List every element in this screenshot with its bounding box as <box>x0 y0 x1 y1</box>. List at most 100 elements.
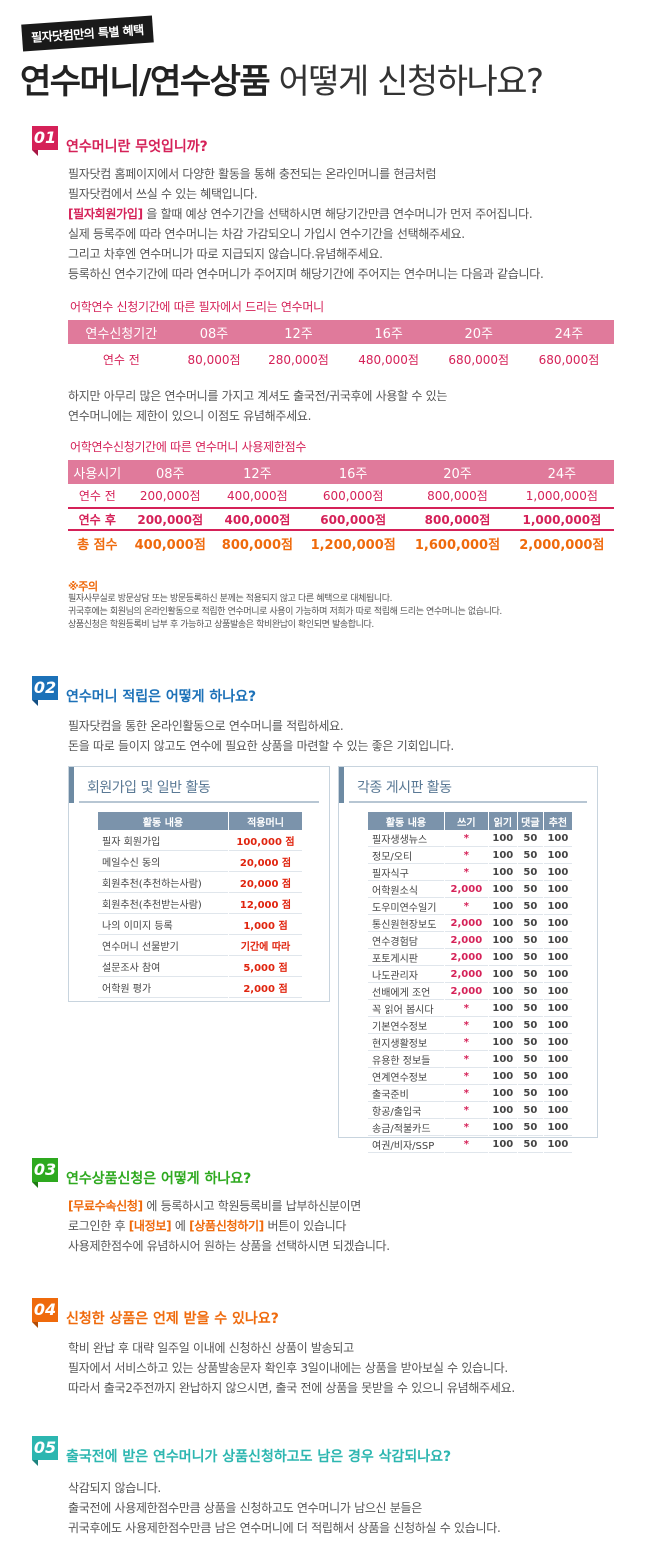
table-header-cell: 16주 <box>300 460 406 484</box>
board-value: 100 <box>543 1035 572 1051</box>
table1-caption: 어학연수 신청기간에 따른 필자에서 드리는 연수머니 <box>70 300 324 314</box>
board-value: 50 <box>517 899 543 915</box>
table-cell: 총 점수 <box>77 538 118 553</box>
table-row: 연계연수정보 * 100 50 100 <box>368 1069 572 1085</box>
page-title-bold: 연수머니/연수상품 <box>20 62 271 102</box>
table-cell: 연수 전 <box>68 484 127 509</box>
table-row: 여권/비자/SSP * 100 50 100 <box>368 1137 572 1153</box>
caution-line: 상품신청은 학원등록비 납부 후 가능하고 상품발송은 학비완납이 확인되면 발… <box>68 620 374 630</box>
section-03-text: [무료수속신청] 에 등록하시고 학원등록비를 납부하신분이면 로그인한 후 [… <box>68 1196 390 1256</box>
caution-line: 필자사무실로 방문상담 또는 방문등록하신 분께는 적용되지 않고 다른 혜택으… <box>68 594 393 604</box>
table-row: 연수 전 80,000점 280,000점 480,000점 680,000점 … <box>68 344 614 374</box>
text-line: 따라서 출국2주전까지 완납하지 않으시면, 출국 전에 상품을 못받을 수 있… <box>68 1381 515 1395</box>
board-value: * <box>445 1001 488 1017</box>
board-value: * <box>445 1035 488 1051</box>
board-name: 출국준비 <box>368 1086 444 1102</box>
activity-name: 어학원 평가 <box>98 978 228 998</box>
table-cell: 200,000점 <box>126 508 214 531</box>
section-number-03: 03 <box>32 1158 58 1188</box>
table-header-cell: 24주 <box>509 460 614 484</box>
table-row: 어학원 평가 2,000 점 <box>98 978 302 998</box>
board-value: 100 <box>488 1018 517 1034</box>
board-value: 50 <box>517 831 543 847</box>
table-header-cell: 24주 <box>523 320 614 344</box>
board-value: 50 <box>517 950 543 966</box>
table-header-cell: 20주 <box>405 460 510 484</box>
board-value: 100 <box>543 1018 572 1034</box>
activity-value: 1,000 점 <box>229 915 302 935</box>
box-accent-bar <box>339 767 344 803</box>
my-info-link[interactable]: [내정보] <box>128 1219 172 1233</box>
board-value: 100 <box>543 848 572 864</box>
board-value: 100 <box>488 1103 517 1119</box>
board-name: 항공/출입국 <box>368 1103 444 1119</box>
table-row: 나의 이미지 등록 1,000 점 <box>98 915 302 935</box>
section-04-text: 학비 완납 후 대략 일주일 이내에 신청하신 상품이 발송되고 필자에서 서비… <box>68 1338 515 1398</box>
table-cell: 280,000점 <box>268 352 329 367</box>
table-row: 연수머니 선물받기 기간에 따라 <box>98 936 302 956</box>
board-activity-table: 활동 내용 쓰기 읽기 댓글 추천 필자생생뉴스 * 100 50 100 정모/오티 * 1… <box>367 811 573 1154</box>
text-line: 귀국후에도 사용제한점수만큼 남은 연수머니에 더 적립해서 상품을 신청하실 … <box>68 1521 501 1535</box>
free-apply-link[interactable]: [무료수속신청] <box>68 1199 143 1213</box>
section-title-04: 신청한 상품은 언제 받을 수 있나요? <box>66 1311 279 1327</box>
text-line: 그리고 차후엔 연수머니가 따로 지급되지 않습니다.유념해주세요. <box>68 247 383 261</box>
board-name: 기본연수정보 <box>368 1018 444 1034</box>
table-header-cell: 08주 <box>174 320 254 344</box>
general-activity-box: 회원가입 및 일반 활동 활동 내용 적용머니 필자 회원가입 100,000 점… <box>68 766 330 1002</box>
text-line: 삭감되지 않습니다. <box>68 1481 161 1495</box>
board-value: 50 <box>517 1137 543 1153</box>
board-activity-box: 각종 게시판 활동 활동 내용 쓰기 읽기 댓글 추천 필자생생뉴스 * 100 50… <box>338 766 598 1153</box>
board-value: * <box>445 1086 488 1102</box>
activity-value: 12,000 점 <box>229 894 302 914</box>
text-line: 사용제한점수에 유념하시어 원하는 상품을 선택하시면 되겠습니다. <box>68 1239 390 1253</box>
table-header-cell: 활동 내용 <box>98 812 228 830</box>
table-header-cell: 12주 <box>213 460 301 484</box>
board-value: 2,000 <box>445 967 488 983</box>
board-value: 100 <box>543 1069 572 1085</box>
signup-link[interactable]: [필자회원가입] <box>68 207 143 221</box>
board-value: 100 <box>488 967 517 983</box>
table-row: 회원추천(추천하는사람) 20,000 점 <box>98 873 302 893</box>
table-row: 설문조사 참여 5,000 점 <box>98 957 302 977</box>
board-name: 여권/비자/SSP <box>368 1137 444 1153</box>
board-value: * <box>445 1120 488 1136</box>
activity-name: 필자 회원가입 <box>98 831 228 851</box>
table-row: 정모/오티 * 100 50 100 <box>368 848 572 864</box>
board-value: 100 <box>488 1069 517 1085</box>
board-name: 통신원현장보도 <box>368 916 444 932</box>
special-benefit-tag: 필자닷컴만의 특별 혜택 <box>21 15 154 52</box>
table-header-cell: 활동 내용 <box>368 812 444 830</box>
board-value: 2,000 <box>445 950 488 966</box>
table-cell: 2,000,000점 <box>519 538 605 553</box>
table-cell: 600,000점 <box>300 508 406 531</box>
table-cell: 680,000점 <box>538 352 600 367</box>
text-line: 필자닷컴 홈페이지에서 다양한 활동을 통해 충전되는 온라인머니를 현금처럼 <box>68 167 437 181</box>
section-01-text: 필자닷컴 홈페이지에서 다양한 활동을 통해 충전되는 온라인머니를 현금처럼 … <box>68 164 544 284</box>
table-cell: 200,000점 <box>126 484 214 509</box>
board-value: 100 <box>488 899 517 915</box>
text-line: 학비 완납 후 대략 일주일 이내에 신청하신 상품이 발송되고 <box>68 1341 354 1355</box>
section-title-02: 연수머니 적립은 어떻게 하나요? <box>66 689 257 705</box>
text-line: 등록하신 연수기간에 따라 연수머니가 주어지며 해당기간에 주어지는 연수머니… <box>68 267 544 281</box>
board-value: 100 <box>488 848 517 864</box>
board-name: 어학원소식 <box>368 882 444 898</box>
table-header-row: 활동 내용 적용머니 <box>98 812 302 830</box>
table-header-cell: 20주 <box>433 320 524 344</box>
section-number-04: 04 <box>32 1298 58 1328</box>
money-given-table: 연수신청기간 08주 12주 16주 20주 24주 연수 전 80,000점 … <box>68 320 614 374</box>
board-value: 50 <box>517 1069 543 1085</box>
table-row: 필자 회원가입 100,000 점 <box>98 831 302 851</box>
board-name: 도우미연수일기 <box>368 899 444 915</box>
board-value: 50 <box>517 916 543 932</box>
board-value: 100 <box>543 916 572 932</box>
section-title-03: 연수상품신청은 어떻게 하나요? <box>66 1171 252 1187</box>
board-value: 50 <box>517 1035 543 1051</box>
board-value: 50 <box>517 984 543 1000</box>
apply-goods-link[interactable]: [상품신청하기] <box>189 1219 264 1233</box>
board-value: * <box>445 848 488 864</box>
section-number-01: 01 <box>32 126 58 156</box>
box-title: 회원가입 및 일반 활동 <box>87 780 211 796</box>
table-row: 현지생활정보 * 100 50 100 <box>368 1035 572 1051</box>
board-value: 100 <box>488 1137 517 1153</box>
board-value: 100 <box>543 1086 572 1102</box>
